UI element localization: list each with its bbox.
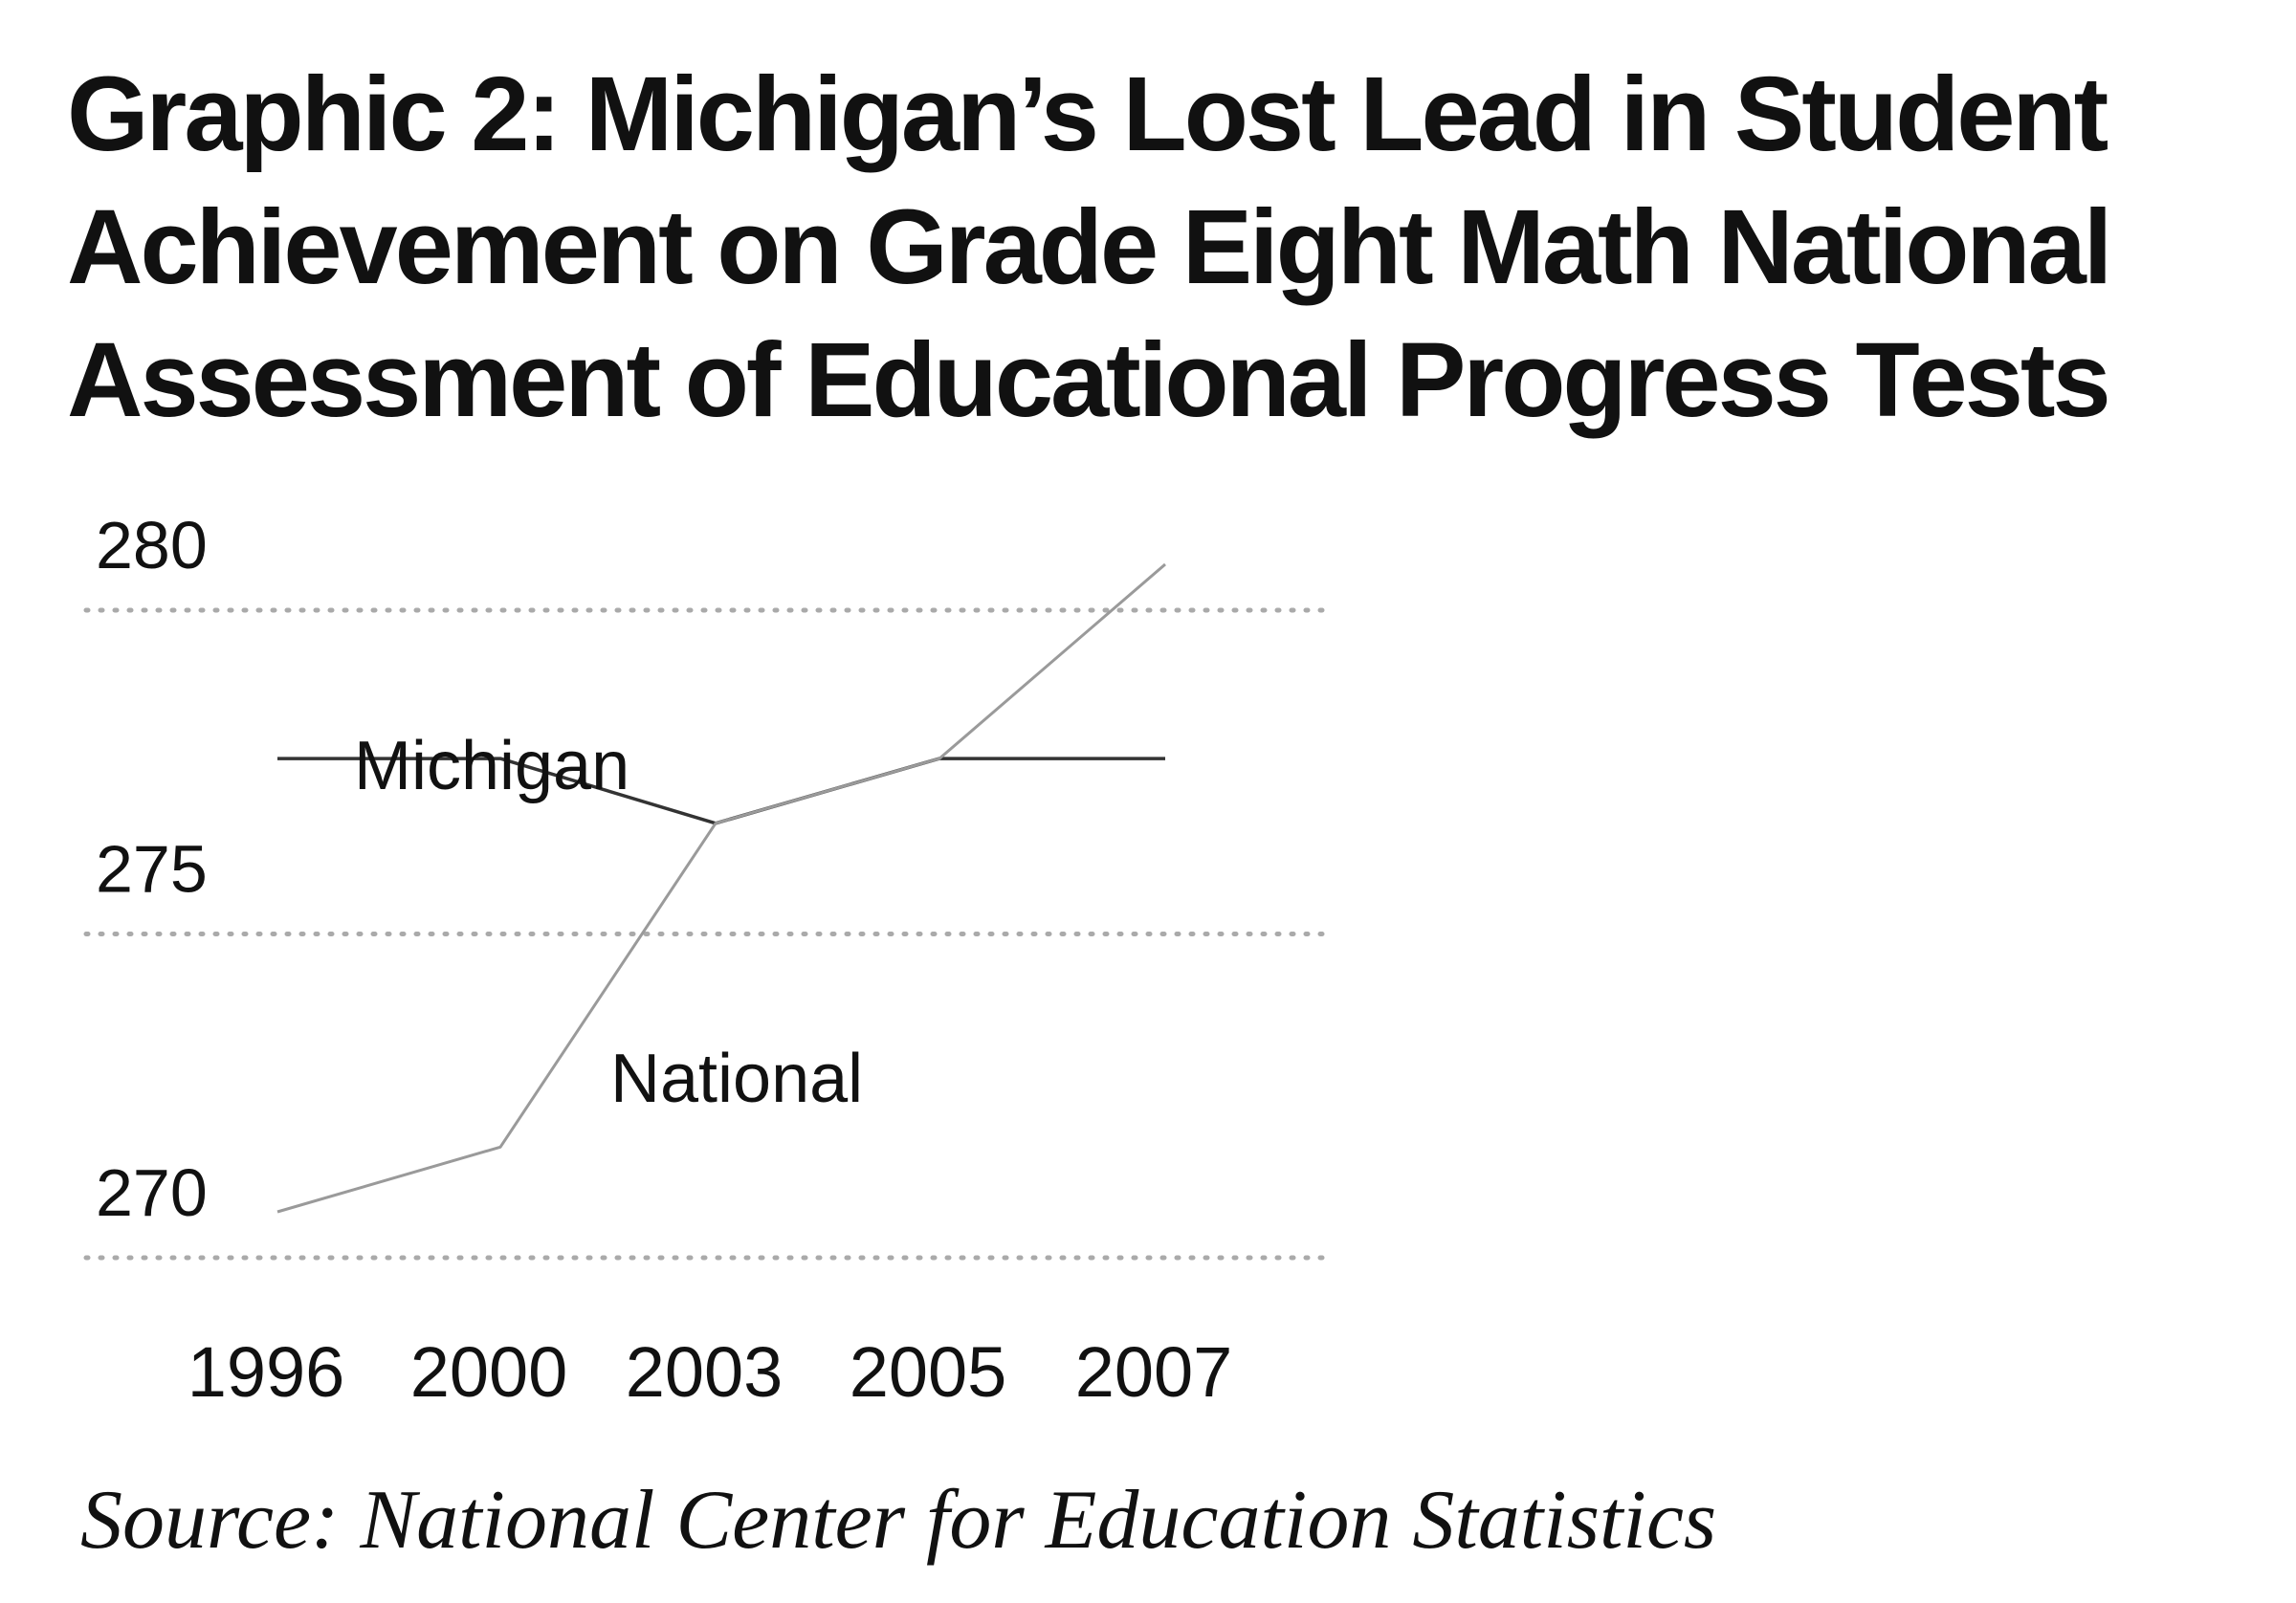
y-axis-tick-labels: 270 275 280 (96, 508, 208, 1230)
x-axis-tick-labels: 1996 2000 2003 2005 2007 (188, 1332, 1233, 1412)
series-labels: Michigan National (354, 728, 863, 1117)
y-tick-label-270: 270 (96, 1155, 208, 1230)
x-tick-label-2005: 2005 (850, 1332, 1007, 1412)
source-note: Source: National Center for Education St… (80, 1474, 1717, 1567)
chart-title: Graphic 2: Michigan’s Lost Lead in Stude… (67, 55, 2112, 439)
x-tick-label-2000: 2000 (410, 1332, 568, 1412)
x-tick-label-2007: 2007 (1075, 1332, 1233, 1412)
series-line-national (276, 562, 1166, 1214)
series-label-national: National (610, 1041, 863, 1117)
series-label-michigan: Michigan (354, 728, 629, 804)
y-tick-label-275: 275 (96, 832, 208, 907)
series-lines (276, 562, 1166, 1214)
y-tick-label-280: 280 (96, 508, 208, 582)
x-tick-label-2003: 2003 (626, 1332, 784, 1412)
grid-lines (83, 607, 1328, 1261)
x-tick-label-1996: 1996 (188, 1332, 345, 1412)
